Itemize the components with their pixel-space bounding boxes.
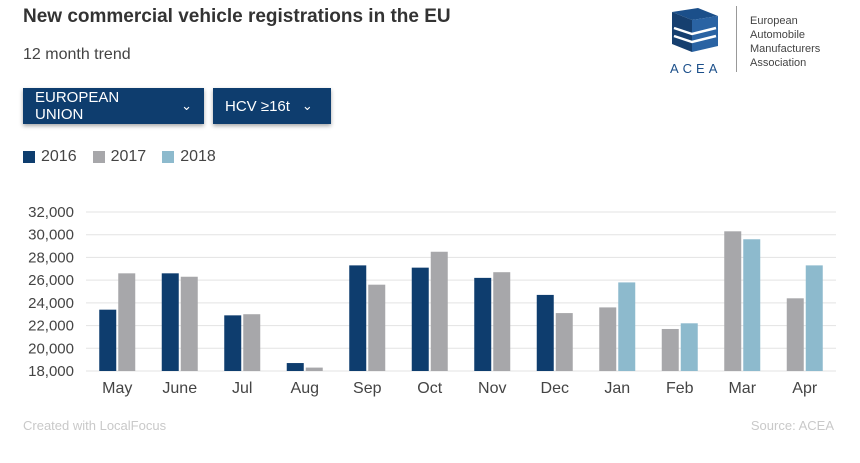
bar-2016-june[interactable] bbox=[161, 273, 179, 371]
legend-item-2016[interactable]: 2016 bbox=[23, 148, 77, 166]
region-dropdown[interactable]: EUROPEAN UNION ⌄ bbox=[23, 88, 204, 124]
x-tick-label: Apr bbox=[792, 380, 818, 397]
legend-item-2018[interactable]: 2018 bbox=[162, 148, 216, 166]
bar-2017-june[interactable] bbox=[180, 276, 198, 371]
legend-swatch-2016 bbox=[23, 151, 35, 163]
legend-label-2017: 2017 bbox=[110, 148, 147, 165]
logo-wordmark: ACEA bbox=[670, 61, 722, 76]
y-tick-label: 32,000 bbox=[28, 204, 74, 221]
x-tick-label: May bbox=[102, 380, 132, 397]
bar-2016-jul[interactable] bbox=[224, 315, 242, 371]
chevron-down-icon: ⌄ bbox=[301, 98, 313, 113]
source-text: Source: ACEA bbox=[750, 418, 834, 433]
bar-2016-oct[interactable] bbox=[411, 267, 429, 371]
chevron-down-icon: ⌄ bbox=[181, 98, 192, 113]
y-tick-label: 30,000 bbox=[28, 227, 74, 244]
x-tick-label: Nov bbox=[478, 380, 506, 397]
bar-2017-oct[interactable] bbox=[430, 251, 448, 371]
bar-2017-apr[interactable] bbox=[786, 298, 804, 371]
y-tick-label: 26,000 bbox=[28, 272, 74, 289]
bar-2017-jul[interactable] bbox=[243, 314, 261, 371]
region-dropdown-label: EUROPEAN UNION bbox=[35, 89, 120, 123]
legend-label-2016: 2016 bbox=[41, 148, 77, 165]
bar-2016-sep[interactable] bbox=[349, 265, 367, 371]
bar-chart: 18,000 20,000 22,000 24,000 26,000 28,000 30,0… bbox=[28, 204, 836, 397]
legend-item-2017[interactable]: 2017 bbox=[92, 148, 147, 166]
vehicle-class-dropdown[interactable]: HCV ≥16t ⌄ bbox=[213, 88, 331, 124]
x-tick-label: Aug bbox=[291, 380, 319, 397]
vehicle-class-dropdown-label: HCV ≥16t bbox=[225, 97, 290, 115]
logo-name-line: Automobile bbox=[750, 29, 806, 41]
logo-name-line: Association bbox=[750, 57, 807, 69]
bar-2017-jan[interactable] bbox=[599, 307, 617, 371]
bar-2016-dec[interactable] bbox=[536, 294, 554, 371]
bar-2017-may[interactable] bbox=[118, 273, 136, 371]
bar-2017-nov[interactable] bbox=[493, 272, 511, 371]
bar-2017-mar[interactable] bbox=[724, 231, 742, 371]
chart-title: New commercial vehicle registrations in … bbox=[23, 6, 451, 27]
logo-name-line: Manufacturers bbox=[750, 43, 821, 55]
chart-legend: 2016 2017 2018 bbox=[23, 148, 232, 166]
bar-2018-mar[interactable] bbox=[743, 239, 761, 371]
x-tick-label: Oct bbox=[417, 380, 442, 397]
logo-divider bbox=[736, 6, 737, 72]
y-tick-label: 18,000 bbox=[28, 363, 74, 380]
acea-logo: ACEA European Automobile Manufacturers A… bbox=[666, 6, 846, 76]
x-tick-label: Jan bbox=[604, 380, 630, 397]
x-tick-label: Sep bbox=[353, 380, 382, 397]
bar-2016-nov[interactable] bbox=[474, 277, 492, 371]
y-tick-label: 20,000 bbox=[28, 340, 74, 357]
bar-2016-may[interactable] bbox=[99, 309, 117, 371]
logo-name-line: European bbox=[750, 15, 798, 27]
x-tick-label: Jul bbox=[232, 380, 252, 397]
credit-text: Created with LocalFocus bbox=[23, 418, 167, 433]
legend-label-2018: 2018 bbox=[180, 148, 216, 165]
acea-cube-icon bbox=[672, 8, 718, 52]
y-tick-label: 22,000 bbox=[28, 318, 74, 335]
legend-swatch-2017 bbox=[92, 151, 105, 163]
bar-2017-dec[interactable] bbox=[555, 313, 573, 371]
bar-2017-aug[interactable] bbox=[305, 367, 323, 371]
legend-swatch-2018 bbox=[162, 151, 175, 163]
x-tick-label: Mar bbox=[728, 380, 756, 397]
bar-2017-sep[interactable] bbox=[368, 284, 386, 371]
x-tick-label: Feb bbox=[666, 380, 694, 397]
bar-2018-apr[interactable] bbox=[805, 265, 823, 371]
logo-organization-name: European Automobile Manufacturers Associ… bbox=[750, 14, 820, 70]
chart-subtitle: 12 month trend bbox=[23, 46, 131, 63]
y-tick-label: 24,000 bbox=[28, 295, 74, 312]
x-tick-label: June bbox=[162, 380, 197, 397]
x-tick-label: Dec bbox=[541, 380, 569, 397]
bar-2018-feb[interactable] bbox=[680, 323, 698, 371]
bar-2018-jan[interactable] bbox=[618, 282, 636, 371]
bar-2016-aug[interactable] bbox=[286, 363, 304, 371]
bar-2017-feb[interactable] bbox=[661, 328, 679, 371]
y-tick-label: 28,000 bbox=[28, 249, 74, 266]
